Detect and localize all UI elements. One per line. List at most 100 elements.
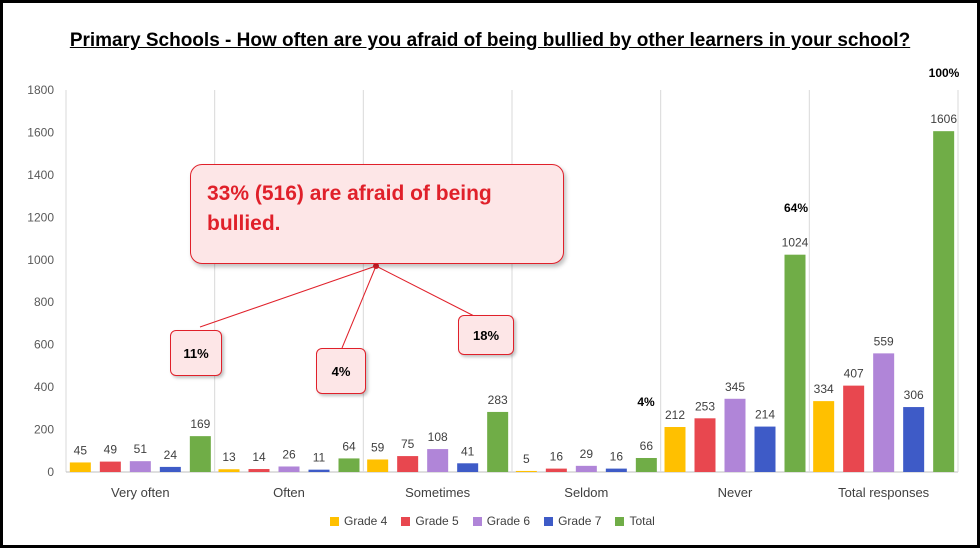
bar	[129, 461, 151, 472]
legend-swatch	[401, 516, 411, 526]
data-label: 108	[428, 430, 448, 444]
y-tick-label: 800	[34, 295, 54, 309]
legend-item: Grade 6	[472, 514, 531, 528]
chart-legend: Grade 4 Grade 5 Grade 6 Grade 7 Total	[330, 514, 655, 528]
data-label: 59	[371, 440, 385, 454]
callout-very-often-pct: 11%	[170, 330, 222, 376]
legend-label: Grade 6	[486, 514, 531, 528]
bar	[99, 461, 121, 472]
legend-item: Total	[615, 514, 655, 528]
bar	[248, 469, 270, 472]
data-label: 306	[904, 388, 924, 402]
y-tick-label: 1200	[27, 210, 54, 224]
grid-layer	[65, 90, 959, 473]
bar	[515, 470, 537, 472]
x-tick-label: Very often	[111, 485, 170, 500]
data-label: 16	[550, 450, 564, 464]
y-tick-label: 1600	[27, 125, 54, 139]
x-tick-label: Sometimes	[405, 485, 471, 500]
y-tick-label: 400	[34, 380, 54, 394]
data-label: 14	[252, 450, 266, 464]
data-label: 66	[640, 439, 654, 453]
data-label: 16	[610, 450, 624, 464]
data-label: 45	[74, 443, 88, 457]
bar	[367, 459, 389, 472]
x-tick-label: Never	[718, 485, 753, 500]
callout-often-pct: 4%	[316, 348, 366, 394]
bar	[545, 468, 567, 472]
pct-label-never: 64%	[784, 201, 808, 215]
bar	[189, 436, 211, 472]
data-label: 212	[665, 408, 685, 422]
y-tick-label: 1000	[27, 253, 54, 267]
callout-arrow-very-often	[199, 265, 377, 328]
y-tick-label: 600	[34, 338, 54, 352]
y-tick-label: 1800	[27, 83, 54, 97]
bar	[218, 469, 240, 472]
main-callout: 33% (516) are afraid of being bullied.	[190, 164, 564, 264]
bar	[873, 353, 895, 472]
data-label: 29	[580, 447, 594, 461]
legend-swatch	[544, 516, 554, 526]
bars-layer	[69, 131, 955, 472]
x-tick-label: Often	[273, 485, 305, 500]
bar	[69, 462, 91, 472]
data-label: 41	[461, 444, 475, 458]
data-label: 26	[282, 447, 296, 461]
y-tick-label: 200	[34, 423, 54, 437]
callout-arrow-often	[341, 265, 377, 349]
bar	[754, 426, 776, 472]
legend-swatch	[330, 516, 339, 526]
data-label: 64	[342, 439, 356, 453]
legend-item: Grade 7	[544, 514, 601, 528]
x-tick-label: Total responses	[838, 485, 930, 500]
bar	[664, 427, 686, 472]
data-label: 407	[844, 367, 864, 381]
legend-label: Total	[629, 514, 655, 528]
bar	[487, 411, 509, 472]
legend-item: Grade 4	[330, 514, 387, 528]
main-callout-text: 33% (516) are afraid of being bullied.	[207, 182, 492, 235]
data-label: 559	[874, 334, 894, 348]
data-label: 334	[814, 382, 834, 396]
legend-swatch	[615, 516, 625, 526]
data-label: 13	[222, 450, 236, 464]
legend-swatch	[472, 516, 482, 526]
legend-label: Grade 7	[558, 514, 602, 528]
data-label: 51	[134, 442, 148, 456]
callout-arrow-sometimes	[375, 265, 479, 319]
bar	[933, 131, 955, 472]
data-label: 253	[695, 399, 715, 413]
bar	[575, 465, 597, 472]
data-label: 75	[401, 437, 415, 451]
data-label: 169	[190, 417, 210, 431]
callout-sometimes-pct: 18%	[458, 315, 514, 355]
pct-label-total: 100%	[929, 66, 960, 80]
bar	[605, 468, 627, 472]
data-label: 11	[313, 451, 326, 465]
bar	[813, 401, 835, 472]
bar	[278, 466, 300, 472]
bar	[724, 398, 746, 472]
y-tick-label: 0	[47, 465, 54, 479]
data-label: 345	[725, 380, 745, 394]
data-label: 24	[164, 448, 178, 462]
bar	[903, 407, 925, 472]
bar	[308, 469, 330, 472]
bar	[694, 418, 716, 472]
legend-item: Grade 5	[401, 514, 459, 528]
bar	[635, 457, 657, 472]
arrows-layer	[199, 263, 479, 349]
bar	[784, 254, 806, 472]
y-tick-label: 1400	[27, 168, 54, 182]
x-tick-label: Seldom	[564, 485, 608, 500]
callout-pointer	[373, 263, 379, 269]
bar	[159, 466, 181, 472]
bar	[457, 463, 479, 472]
legend-label: Grade 5	[415, 514, 459, 528]
data-label: 1024	[782, 236, 809, 250]
data-label: 1606	[930, 112, 957, 126]
labels-layer: 0 200 400 600 800 1000 1200 1400 1600 1800 Very of…	[27, 83, 957, 500]
data-label: 49	[104, 443, 118, 457]
